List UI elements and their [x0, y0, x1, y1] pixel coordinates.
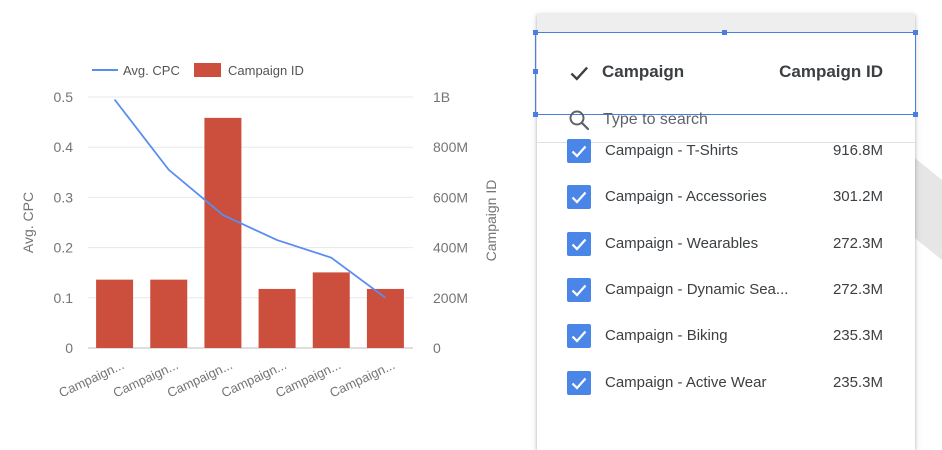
list-item-label: Campaign - Dynamic Sea...	[605, 280, 789, 298]
right-tick-label: 200M	[433, 290, 468, 306]
checkmark-icon	[571, 145, 587, 158]
list-item[interactable]: Campaign - T-Shirts 916.8M	[537, 129, 915, 175]
bar	[366, 288, 404, 348]
bar	[258, 288, 296, 348]
list-item-label: Campaign - Biking	[605, 327, 728, 345]
bar	[312, 272, 350, 348]
checkmark-icon	[571, 192, 587, 204]
left-tick-label: 0.3	[54, 189, 74, 205]
list-item[interactable]: Campaign - Accessories 301.2M	[537, 175, 915, 221]
list-item[interactable]: Campaign - Biking 235.3M	[537, 314, 915, 360]
resize-handle-top-right[interactable]	[913, 30, 918, 35]
list-item-label: Campaign - Accessories	[605, 188, 767, 206]
bar	[96, 279, 134, 348]
left-tick-label: 0	[65, 340, 73, 356]
checkmark-icon	[571, 330, 587, 343]
left-axis-title: Avg. CPC	[20, 192, 36, 253]
legend-label: Avg. CPC	[123, 63, 180, 78]
search-icon	[569, 110, 590, 131]
filter-dropdown-panel: Campaign Campaign ID Campaign - T-Shirts…	[533, 14, 918, 450]
checkmark-icon	[571, 377, 587, 390]
search-input[interactable]	[603, 108, 883, 132]
left-tick-label: 0.2	[54, 240, 74, 256]
list-item-label: Campaign - Active Wear	[605, 373, 767, 391]
panel-header: Campaign Campaign ID	[533, 30, 918, 143]
right-tick-label: 400M	[433, 240, 468, 256]
right-tick-label: 1B	[433, 89, 450, 105]
list-item[interactable]: Campaign - Active Wear 235.3M	[537, 361, 915, 407]
line-series-avg-cpc	[113, 98, 386, 299]
list-item-value: 272.3M	[832, 234, 883, 252]
checkbox[interactable]	[567, 324, 591, 349]
checkbox[interactable]	[567, 185, 591, 210]
right-tick-label: 600M	[433, 189, 468, 205]
bar	[150, 279, 188, 348]
checkmark-icon	[571, 284, 587, 297]
right-tick-label: 800M	[433, 139, 468, 155]
left-tick-label: 0.5	[54, 89, 74, 105]
left-tick-label: 0.4	[54, 139, 74, 155]
right-axis-title: Campaign ID	[483, 180, 499, 262]
select-all-check-icon[interactable]	[566, 60, 592, 86]
list-item-value: 916.8M	[832, 142, 883, 159]
resize-handle-top-left[interactable]	[533, 30, 538, 35]
resize-handle-bottom-right[interactable]	[913, 112, 918, 117]
list-item-label: Campaign - T-Shirts	[605, 142, 739, 159]
resize-handle-bottom-left[interactable]	[533, 112, 538, 117]
list-item[interactable]: Campaign - Dynamic Sea... 272.3M	[537, 268, 915, 314]
resize-handle-left[interactable]	[533, 69, 538, 74]
list-item-value: 272.3M	[832, 280, 883, 298]
list-item-value: 301.2M	[832, 188, 883, 206]
checkbox[interactable]	[567, 139, 591, 163]
checkbox[interactable]	[567, 370, 591, 395]
checkmark-icon	[571, 238, 587, 251]
combo-chart: 0 0.1 0.2 0.3 0.4 0.5 0 200M 400M 600M 800M 1B Avg. …	[20, 63, 499, 400]
list-item-label: Campaign - Wearables	[605, 234, 759, 252]
metric-header: Campaign ID	[779, 62, 883, 81]
legend-bar-swatch	[194, 63, 221, 77]
panel-top-bar	[537, 14, 915, 32]
list-item-value: 235.3M	[832, 327, 883, 345]
checkbox[interactable]	[567, 277, 591, 302]
list-item-value: 235.3M	[832, 373, 883, 391]
right-tick-label: 0	[433, 340, 441, 356]
checkbox[interactable]	[567, 231, 591, 256]
left-tick-label: 0.1	[54, 290, 74, 306]
bar	[204, 117, 242, 348]
list-item[interactable]: Campaign - Wearables 272.3M	[537, 222, 915, 268]
resize-handle-top[interactable]	[722, 30, 727, 35]
dimension-header: Campaign	[602, 62, 685, 81]
chart-svg: 0 0.1 0.2 0.3 0.4 0.5 0 200M 400M 600M 800M 1B Avg. …	[20, 63, 499, 400]
legend-label: Campaign ID	[228, 63, 304, 78]
